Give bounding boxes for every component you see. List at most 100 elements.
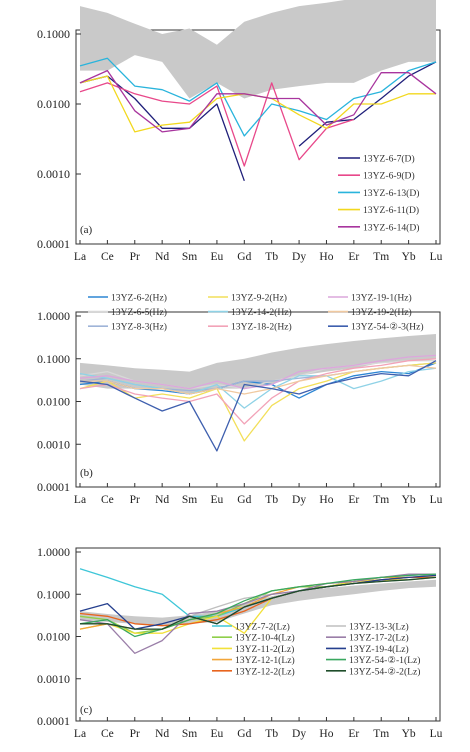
x-tick-label: Dy xyxy=(292,494,306,506)
panel-b-plot-frame xyxy=(75,311,441,488)
panel-a-x-ticks: La Ce Pr Nd Sm Eu Gd Tb Dy Ho Er Tm Yb Lu xyxy=(74,240,443,263)
range-band-area xyxy=(80,0,436,99)
y-tick-label: 0.0100 xyxy=(37,97,70,111)
legend-label: 13YZ-10-4(Lz) xyxy=(235,633,295,644)
x-tick-label: Sm xyxy=(182,728,197,740)
legend-label: 13YZ-6-7(D) xyxy=(363,154,415,165)
legend-item: 13YZ-6-7(D) xyxy=(338,154,415,165)
legend-label: 13YZ-19-4(Lz) xyxy=(349,644,409,655)
x-tick-label: La xyxy=(74,728,86,740)
x-tick-label: Gd xyxy=(237,251,251,263)
y-tick-label: 1.0000 xyxy=(37,309,70,323)
legend-item: 13YZ-7-2(Lz) xyxy=(212,622,290,633)
legend-label: 13YZ-7-2(Lz) xyxy=(235,622,290,633)
x-tick-label: Yb xyxy=(402,728,416,740)
y-tick-label: 0.0010 xyxy=(37,167,70,181)
legend-label: 13YZ-6-14(D) xyxy=(363,222,419,233)
x-tick-label: Dy xyxy=(292,728,306,740)
legend-item: 13YZ-19-1(Hz) xyxy=(328,293,412,304)
series-line-9 xyxy=(79,573,437,638)
y-tick-label: 1.0000 xyxy=(37,545,70,559)
x-tick-label: Sm xyxy=(182,494,197,506)
series-line-5 xyxy=(79,69,437,133)
x-tick-label: Sm xyxy=(182,251,197,263)
legend-label: 13YZ-9-2(Hz) xyxy=(231,293,287,304)
legend-label: 13YZ-6-2(Hz) xyxy=(111,293,167,304)
legend-label: 13YZ-6-9(D) xyxy=(363,171,415,182)
series-line-2 xyxy=(79,82,354,167)
legend-label: 13YZ-54-②-3(Hz) xyxy=(351,322,424,333)
x-tick-label: Pr xyxy=(130,251,140,263)
legend-label: 13YZ-54-②-2(Lz) xyxy=(349,666,420,677)
legend-item: 13YZ-9-2(Hz) xyxy=(208,293,287,304)
panel-b-label: (b) xyxy=(80,467,93,479)
legend-item: 13YZ-54-②-3(Hz) xyxy=(328,322,424,333)
x-tick-label: Nd xyxy=(155,251,169,263)
x-tick-label: Er xyxy=(348,494,359,506)
panel-a-series-group xyxy=(79,57,437,182)
y-tick-label: 0.1000 xyxy=(37,27,70,41)
panel-a-y-ticks: 0.1000 0.0100 0.0010 0.0001 xyxy=(37,27,81,251)
x-tick-label: Pr xyxy=(130,728,140,740)
x-tick-label: Ho xyxy=(319,494,333,506)
legend-label: 13YZ-19-2(Hz) xyxy=(351,307,412,318)
series-line-10 xyxy=(80,576,437,630)
y-tick-label: 0.1000 xyxy=(37,587,70,601)
series-line-3 xyxy=(79,57,437,137)
x-tick-label: Ho xyxy=(319,251,333,263)
x-tick-label: Nd xyxy=(155,494,169,506)
panel-a: 0.1000 0.0100 0.0010 0.0001 La Ce Pr Nd Sm Eu Gd T… xyxy=(37,0,443,263)
x-tick-label: La xyxy=(74,251,86,263)
legend-item: 13YZ-10-4(Lz) xyxy=(212,633,295,644)
x-tick-label: Ce xyxy=(101,494,114,506)
x-tick-label: Yb xyxy=(402,251,416,263)
legend-item: 13YZ-11-2(Lz) xyxy=(212,644,294,655)
panel-b-series-group xyxy=(79,354,437,452)
x-tick-label: Ce xyxy=(101,251,114,263)
legend-item: 13YZ-54-②-1(Lz) xyxy=(326,655,420,666)
legend-item: 13YZ-12-1(Lz) xyxy=(212,655,295,666)
panel-b-range-band xyxy=(80,334,436,394)
x-tick-label: Dy xyxy=(292,251,306,263)
y-tick-label: 0.0010 xyxy=(37,672,70,686)
x-tick-label: Eu xyxy=(211,494,224,506)
panel-c-legend: 13YZ-7-2(Lz)13YZ-10-4(Lz)13YZ-11-2(Lz)13… xyxy=(212,622,420,677)
y-tick-label: 0.1000 xyxy=(37,352,70,366)
x-tick-label: Lu xyxy=(430,728,443,740)
legend-label: 13YZ-6-5(Hz) xyxy=(111,307,167,318)
legend-item: 13YZ-19-2(Hz) xyxy=(328,307,412,318)
legend-item: 13YZ-18-2(Hz) xyxy=(208,322,292,333)
panel-b-y-ticks: 1.0000 0.1000 0.0100 0.0010 0.0001 xyxy=(37,309,81,494)
y-tick-label: 0.0001 xyxy=(37,480,70,494)
x-tick-label: La xyxy=(74,494,86,506)
panel-a-range-band xyxy=(80,0,436,99)
panel-c: 1.0000 0.1000 0.0100 0.0010 0.0001 La Ce Pr Nd S… xyxy=(37,545,443,740)
legend-label: 13YZ-14-2(Hz) xyxy=(231,307,292,318)
x-tick-label: Pr xyxy=(130,494,140,506)
panel-c-y-ticks: 1.0000 0.1000 0.0100 0.0010 0.0001 xyxy=(37,545,81,728)
legend-item: 13YZ-13-3(Lz) xyxy=(326,622,409,633)
series-line-5 xyxy=(79,367,437,409)
legend-label: 13YZ-8-3(Hz) xyxy=(111,322,167,333)
x-tick-label: Er xyxy=(348,251,359,263)
panel-c-label: (c) xyxy=(80,704,93,716)
legend-item: 13YZ-12-2(Lz) xyxy=(212,666,295,677)
panel-b: 1.0000 0.1000 0.0100 0.0010 0.0001 La Ce Pr Nd S… xyxy=(37,293,443,507)
legend-item: 13YZ-6-14(D) xyxy=(338,222,419,233)
legend-item: 13YZ-8-3(Hz) xyxy=(88,322,167,333)
x-tick-label: Tm xyxy=(373,728,389,740)
y-tick-label: 0.0010 xyxy=(37,437,70,451)
x-tick-label: Tb xyxy=(265,728,278,740)
x-tick-label: Lu xyxy=(430,251,443,263)
range-band-area xyxy=(80,334,436,394)
y-tick-label: 0.0100 xyxy=(37,395,70,409)
legend-label: 13YZ-13-3(Lz) xyxy=(349,622,409,633)
panel-c-series-group xyxy=(79,568,437,654)
legend-label: 13YZ-12-1(Lz) xyxy=(235,655,295,666)
legend-label: 13YZ-11-2(Lz) xyxy=(235,644,294,655)
x-tick-label: Er xyxy=(348,728,359,740)
panel-c-plot-frame xyxy=(75,547,441,722)
x-tick-label: Eu xyxy=(211,251,224,263)
legend-item: 13YZ-6-2(Hz) xyxy=(88,293,167,304)
